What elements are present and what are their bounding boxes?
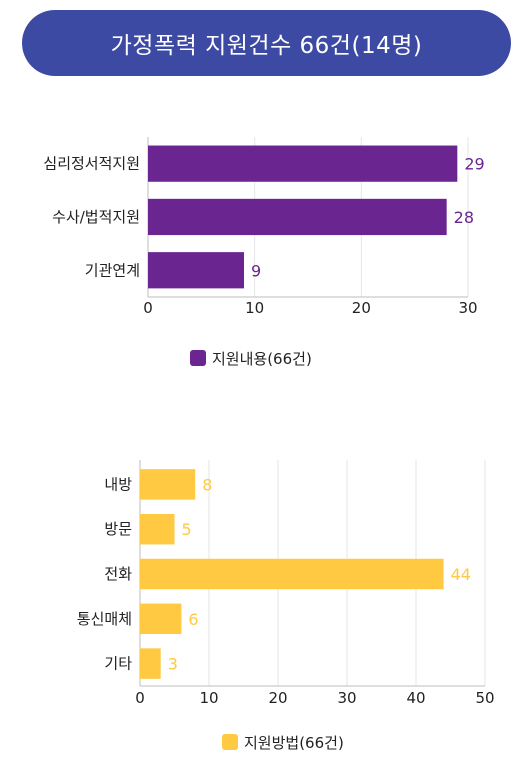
legend-swatch: [222, 734, 238, 750]
x-tick-label: 10: [199, 689, 218, 707]
legend-label: 지원내용(66건): [212, 350, 312, 368]
x-tick-label: 0: [143, 299, 153, 317]
bar: [140, 648, 161, 679]
data-label: 28: [454, 208, 474, 227]
bar: [148, 145, 458, 182]
x-tick-label: 30: [337, 689, 356, 707]
x-tick-label: 0: [135, 689, 145, 707]
bar: [148, 198, 447, 236]
data-label: 29: [464, 155, 484, 174]
category-label: 심리정서적지원: [43, 155, 140, 173]
data-label: 8: [202, 475, 212, 494]
x-tick-label: 30: [458, 299, 477, 317]
x-tick-label: 50: [475, 689, 494, 707]
category-label: 기타: [104, 655, 132, 673]
x-tick-label: 10: [245, 299, 264, 317]
data-label: 5: [182, 520, 192, 539]
data-label: 44: [451, 565, 471, 584]
category-label: 방문: [104, 520, 132, 538]
bar: [148, 252, 244, 289]
legend-label: 지원방법(66건): [244, 734, 344, 752]
bar: [140, 603, 182, 635]
data-label: 9: [251, 261, 261, 280]
x-tick-label: 40: [406, 689, 425, 707]
data-label: 3: [168, 655, 178, 674]
bar: [140, 469, 196, 500]
legend-swatch: [190, 350, 206, 366]
category-label: 통신매체: [77, 610, 132, 628]
x-tick-label: 20: [352, 299, 371, 317]
category-label: 내방: [104, 475, 132, 493]
page-title: 가정폭력 지원건수 66건(14명): [22, 10, 511, 76]
x-tick-label: 20: [268, 689, 287, 707]
category-label: 전화: [104, 565, 132, 583]
category-label: 기관연계: [85, 261, 140, 279]
bar: [140, 558, 444, 590]
data-label: 6: [188, 610, 198, 629]
support-content-chart: 0 10 20 30 심리정서적지원 29 수사/법적지원 28 기관연계 9 지원내용(66건): [43, 137, 485, 368]
category-label: 수사/법적지원: [52, 208, 140, 226]
bar: [140, 513, 175, 545]
